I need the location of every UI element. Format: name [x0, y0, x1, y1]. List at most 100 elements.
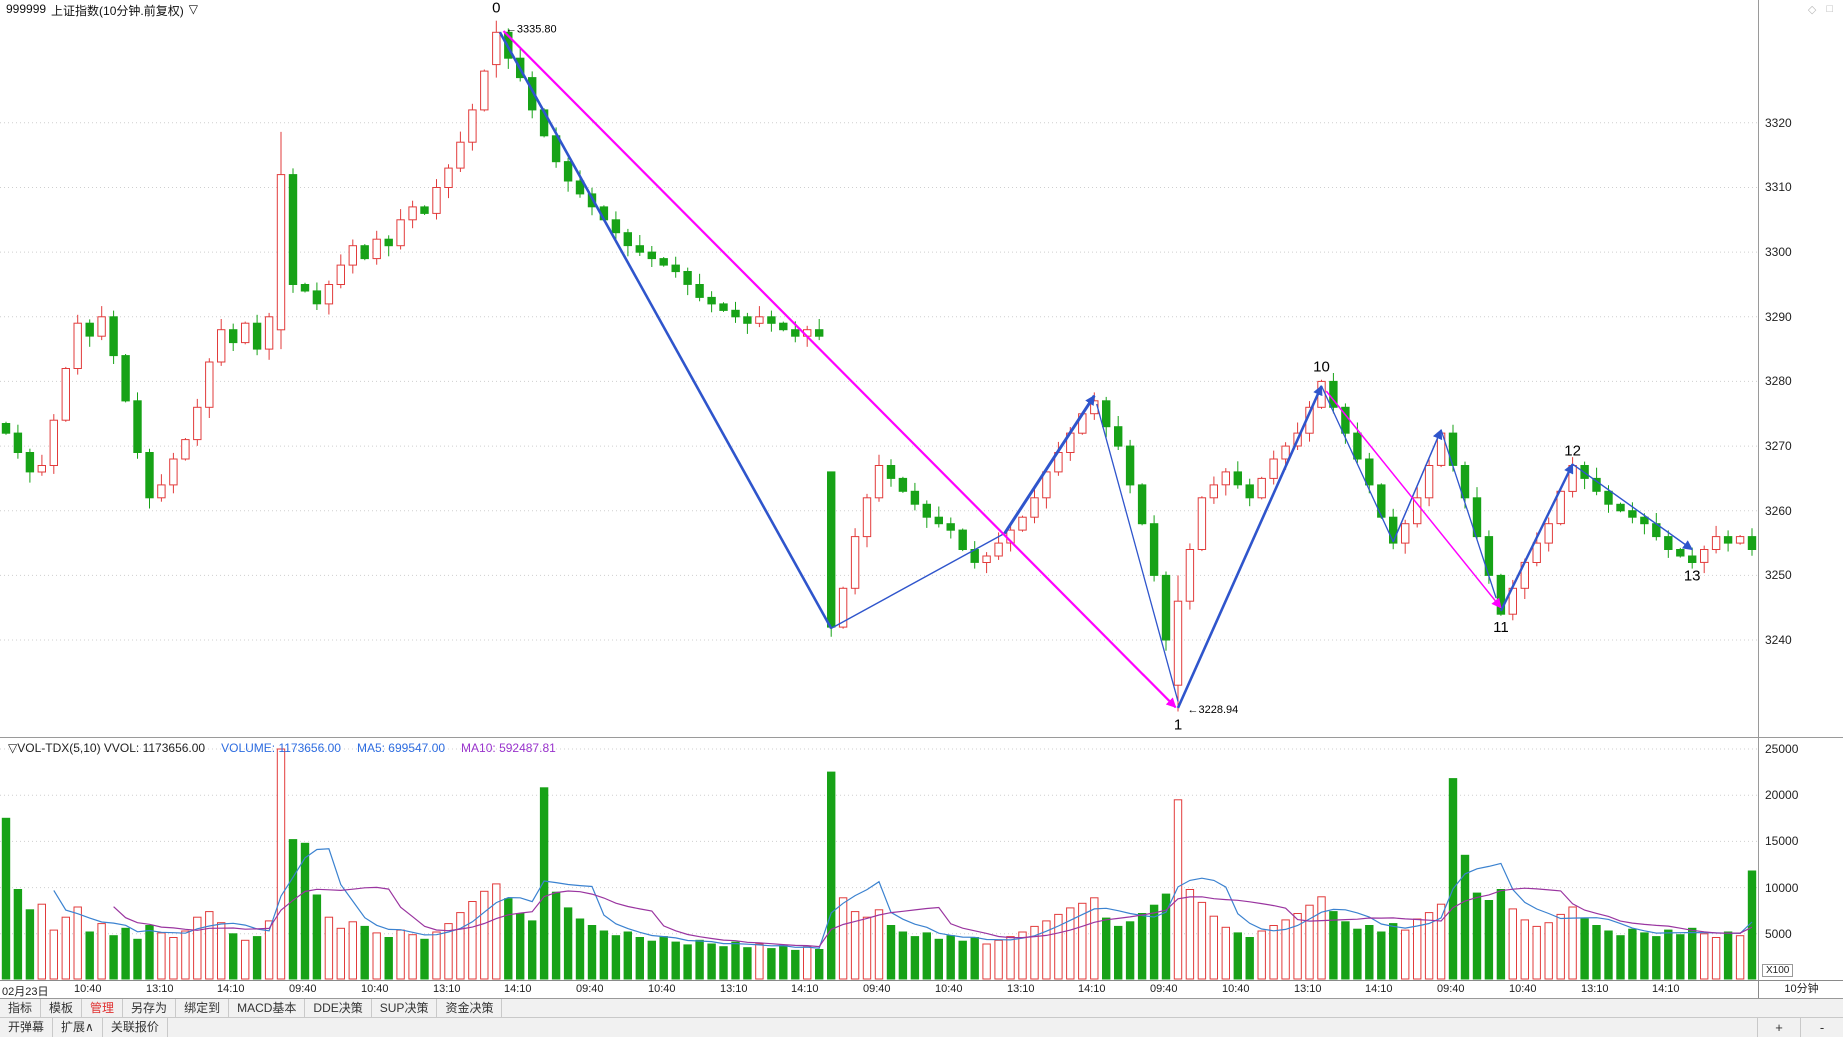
toolbar-tab-linked-quotes[interactable]: 关联报价 [103, 1018, 168, 1037]
candle-body [1173, 600, 1183, 686]
zoom-in-button[interactable]: + [1757, 1018, 1800, 1037]
volume-bar [1711, 937, 1721, 980]
volume-bar [1173, 799, 1183, 980]
candle-body [1413, 497, 1422, 525]
candle-body [1401, 523, 1410, 544]
chart-canvas[interactable]: 0 1 10 11 12 13 ←3335.80 ←3228.94 [0, 0, 1843, 980]
trendline[interactable] [502, 30, 1177, 709]
volume-bar [1389, 923, 1398, 980]
volume-bar [934, 938, 943, 980]
toolbar-tab-expand[interactable]: 扩展∧ [53, 1018, 103, 1037]
volume-bar [229, 933, 238, 980]
trendline[interactable] [1440, 429, 1497, 599]
volume-axis-label: 5000 [1765, 927, 1792, 941]
volume-bar [1568, 906, 1577, 980]
candle-body [1161, 574, 1171, 641]
candle-body [1377, 484, 1386, 518]
wave-label: 0 [492, 0, 500, 17]
candle-body [1700, 549, 1709, 563]
volume-bar [898, 931, 908, 980]
volume-bar [145, 925, 154, 980]
volume-bar [1436, 903, 1446, 980]
candle-body [1102, 400, 1111, 428]
volume-bar [611, 935, 621, 980]
candle-body [815, 329, 824, 337]
volume-bar [982, 943, 991, 980]
trendline[interactable] [1320, 385, 1394, 543]
volume-bar [336, 927, 346, 980]
toolbar-tab-dde-decision[interactable]: DDE决策 [305, 999, 372, 1017]
toolbar-tab-open-danmaku[interactable]: 开弹幕 [0, 1018, 54, 1037]
volume-bar [1556, 913, 1565, 980]
time-axis-label: 13:10 [720, 983, 748, 995]
volume-bar [480, 890, 489, 980]
volume-bar [193, 916, 202, 980]
candle-body [1556, 490, 1565, 525]
zoom-out-button[interactable]: - [1800, 1018, 1843, 1037]
candle-body [874, 465, 884, 499]
candle-body [659, 258, 668, 266]
price-axis-label: 3270 [1765, 439, 1792, 453]
trendline[interactable] [1499, 463, 1574, 612]
trendline[interactable] [1096, 403, 1179, 702]
candle-body [862, 497, 872, 538]
volume-bar [1221, 926, 1230, 980]
trendline[interactable] [1325, 390, 1502, 609]
candle-body [1149, 523, 1159, 576]
window-icon[interactable]: □ [1826, 3, 1833, 15]
toolbar-tab-bind-to[interactable]: 绑定到 [176, 999, 230, 1017]
candle-body [994, 542, 1003, 557]
candle-body [1257, 477, 1266, 499]
title-dropdown-icon[interactable]: ▽ [188, 2, 198, 16]
volume-bar [1628, 928, 1637, 980]
indicator-name[interactable]: ▽VOL-TDX(5,10) VVOL: 1173656.00 [8, 741, 206, 755]
toolbar-tab-save-as[interactable]: 另存为 [123, 999, 177, 1017]
price-gridlines [0, 122, 1758, 641]
candle-body [264, 316, 274, 350]
toolbar-tab-indicators[interactable]: 指标 [0, 999, 42, 1017]
volume-bar [1640, 932, 1649, 980]
trendline[interactable] [1392, 428, 1443, 543]
trendline[interactable] [1003, 394, 1096, 535]
volume-bar [599, 930, 609, 980]
wave-trendlines[interactable] [498, 30, 1694, 709]
toolbar-tab-manage[interactable]: 管理 [82, 999, 124, 1017]
toolbar-tab-sup-decision[interactable]: SUP决策 [372, 999, 438, 1017]
volume-bar [348, 921, 358, 980]
price-axis-label: 3240 [1765, 633, 1792, 647]
time-axis-label: 10:40 [935, 983, 963, 995]
period-selector[interactable]: 10分钟 [1758, 981, 1843, 998]
pane-divider[interactable] [0, 737, 1843, 738]
trendline[interactable] [830, 532, 1005, 630]
candle-body [1269, 458, 1278, 479]
candle-body [1460, 465, 1470, 499]
candle-body [1353, 432, 1362, 460]
candle-body [1735, 536, 1745, 544]
time-axis-label: 02月23日 [2, 986, 49, 998]
volume-ma10-line [113, 886, 1753, 948]
volume-bar [1245, 937, 1254, 980]
toolbar-tab-macd-basic[interactable]: MACD基本 [229, 999, 306, 1017]
chart-title[interactable]: 999999 上证指数(10分钟.前复权) ▽ [6, 2, 198, 19]
candle-body [1664, 536, 1673, 550]
candle-body [348, 245, 358, 266]
diamond-icon[interactable]: ◇ [1807, 4, 1817, 16]
volume-bar [1054, 913, 1063, 980]
candle-body [1197, 497, 1207, 550]
volume-bar [49, 929, 58, 980]
toolbar-tab-fund-decision[interactable]: 资金决策 [437, 999, 503, 1017]
candle-body [1221, 471, 1230, 486]
toolbar-tab-templates[interactable]: 模板 [41, 999, 83, 1017]
wave-label: 1 [1174, 717, 1182, 734]
candle-body [37, 465, 46, 473]
trendline[interactable] [498, 31, 833, 630]
ma5-value: MA5: 699547.00 [356, 741, 446, 755]
trendline[interactable] [1176, 385, 1323, 709]
volume-bar [264, 920, 274, 980]
volume-bar [1269, 925, 1278, 980]
candle-body [1245, 484, 1254, 499]
candle-body [1233, 471, 1242, 486]
chart-area[interactable]: 0 1 10 11 12 13 ←3335.80 ←3228.94 [0, 0, 1843, 985]
trendline[interactable] [1572, 463, 1694, 551]
volume-bar [157, 932, 166, 980]
